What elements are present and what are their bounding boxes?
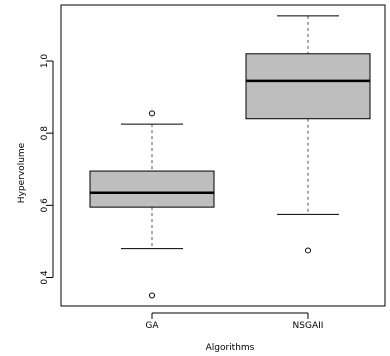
x-axis: GA NSGAII	[145, 312, 324, 331]
iqr-box	[89, 170, 215, 208]
boxes-layer	[89, 15, 371, 299]
outlier-point	[149, 292, 155, 299]
y-tick-label: 0.4	[40, 270, 50, 285]
y-axis: 0.4 0.6 0.8 1.0	[40, 54, 54, 285]
iqr-box	[245, 53, 371, 120]
y-tick-label: 0.6	[40, 198, 50, 213]
y-axis-title: Hypervolume	[17, 142, 27, 203]
y-tick-label: 0.8	[40, 126, 50, 141]
x-tick-label: NSGAII	[293, 321, 324, 331]
x-tick-label: GA	[145, 321, 159, 331]
box-nsgaii	[245, 15, 371, 254]
y-tick-label: 1.0	[40, 54, 50, 69]
x-axis-title: Algorithms	[206, 343, 255, 353]
outlier-point	[305, 247, 311, 254]
plot-area-frame	[60, 4, 386, 307]
box-ga	[89, 110, 215, 299]
outlier-point	[149, 110, 155, 117]
